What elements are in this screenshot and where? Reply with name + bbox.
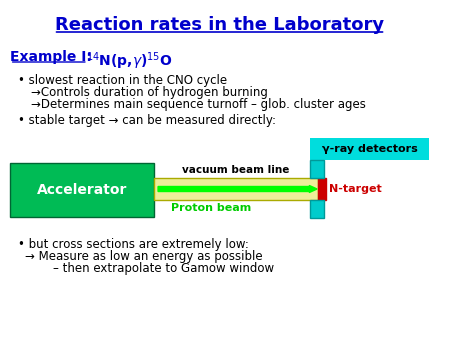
Text: • slowest reaction in the CNO cycle: • slowest reaction in the CNO cycle xyxy=(18,74,227,87)
Text: Reaction rates in the Laboratory: Reaction rates in the Laboratory xyxy=(55,16,384,34)
Text: – then extrapolate to Gamow window: – then extrapolate to Gamow window xyxy=(53,262,274,275)
FancyArrow shape xyxy=(158,186,317,193)
Text: Accelerator: Accelerator xyxy=(37,183,127,197)
Text: • but cross sections are extremely low:: • but cross sections are extremely low: xyxy=(18,238,248,251)
Bar xyxy=(310,200,324,218)
Bar xyxy=(310,160,324,178)
Bar xyxy=(10,163,154,217)
Bar xyxy=(318,178,326,200)
Text: →Determines main sequence turnoff – glob. cluster ages: →Determines main sequence turnoff – glob… xyxy=(31,98,366,111)
Text: • stable target → can be measured directly:: • stable target → can be measured direct… xyxy=(18,114,275,127)
Bar xyxy=(310,138,429,160)
Text: Example I:: Example I: xyxy=(10,50,96,64)
Text: vacuum beam line: vacuum beam line xyxy=(182,165,290,175)
Text: → Measure as low an energy as possible: → Measure as low an energy as possible xyxy=(25,250,263,263)
Text: →Controls duration of hydrogen burning: →Controls duration of hydrogen burning xyxy=(31,86,268,99)
Text: γ-ray detectors: γ-ray detectors xyxy=(322,144,418,154)
Text: N-target: N-target xyxy=(329,184,382,194)
Bar xyxy=(154,178,318,200)
Text: $^{14}$N(p,$\gamma$)$^{15}$O: $^{14}$N(p,$\gamma$)$^{15}$O xyxy=(86,50,172,72)
Text: Proton beam: Proton beam xyxy=(171,203,251,213)
